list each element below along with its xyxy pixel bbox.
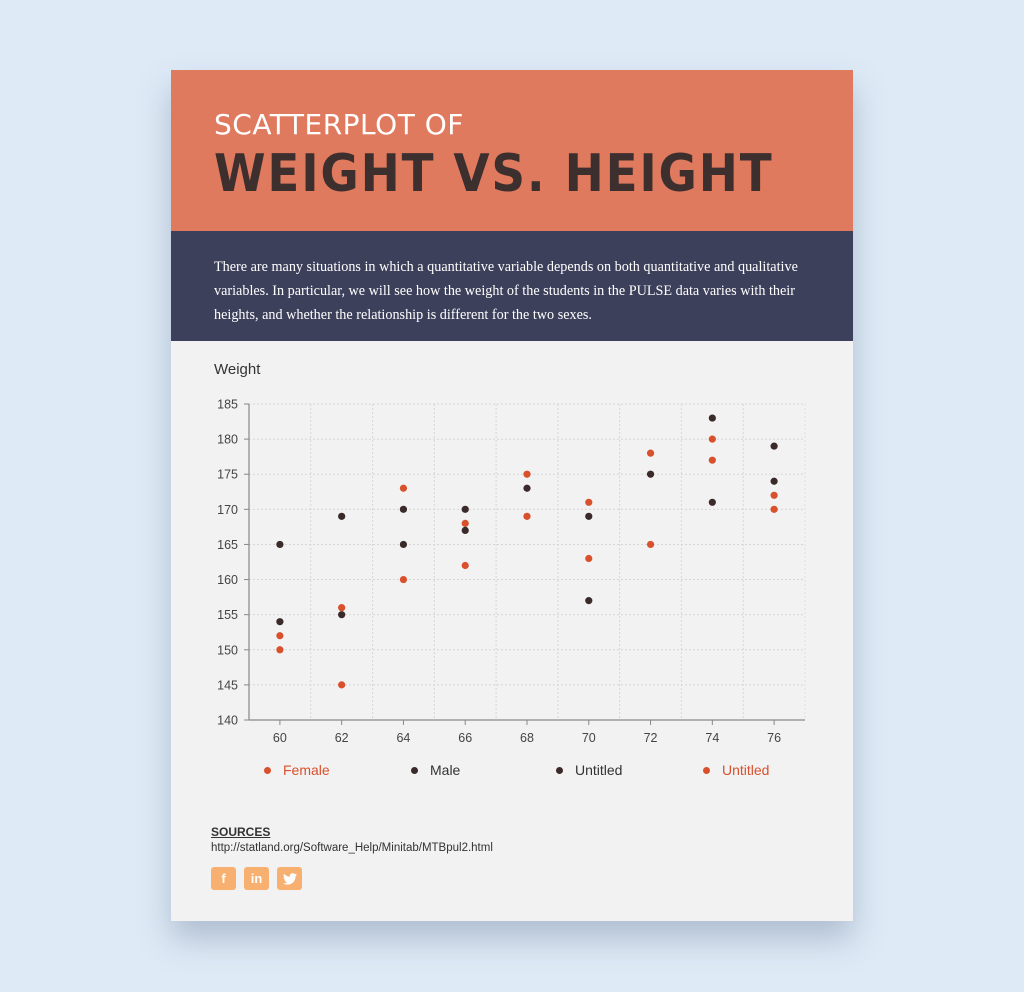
- legend-label: Untitled: [722, 762, 770, 778]
- sources-block: SOURCES http://statland.org/Software_Hel…: [211, 825, 493, 854]
- data-point-male[interactable]: [585, 512, 593, 520]
- legend-item[interactable]: Untitled: [703, 762, 769, 778]
- data-point-female[interactable]: [461, 519, 469, 527]
- sources-title: SOURCES: [211, 825, 271, 839]
- data-point-male[interactable]: [461, 526, 469, 534]
- legend-label: Untitled: [575, 762, 623, 778]
- legend-item[interactable]: Male: [411, 762, 460, 778]
- data-point-male[interactable]: [770, 477, 778, 485]
- infographic-card: SCATTERPLOT OF WEIGHT VS. HEIGHT There a…: [171, 70, 853, 921]
- data-point-male[interactable]: [399, 505, 408, 513]
- data-point-female[interactable]: [770, 491, 778, 499]
- page-subtitle: SCATTERPLOT OF: [214, 108, 464, 141]
- data-point-female[interactable]: [399, 484, 408, 492]
- data-point-male[interactable]: [276, 540, 284, 549]
- legend-marker-icon: [411, 766, 418, 774]
- data-point-female[interactable]: [523, 470, 531, 478]
- data-point-male[interactable]: [338, 611, 346, 619]
- x-tick-label: 76: [767, 731, 781, 745]
- page-title: WEIGHT VS. HEIGHT: [214, 144, 774, 204]
- description-panel: There are many situations in which a qua…: [171, 231, 853, 341]
- data-point-male[interactable]: [276, 618, 284, 626]
- data-point-female[interactable]: [276, 646, 284, 654]
- data-point-male[interactable]: [523, 484, 531, 492]
- y-tick-label: 150: [217, 643, 238, 657]
- legend-label: Male: [430, 762, 461, 778]
- data-point-male[interactable]: [708, 498, 716, 506]
- data-point-female[interactable]: [708, 456, 716, 464]
- header-banner: SCATTERPLOT OF WEIGHT VS. HEIGHT: [171, 70, 853, 231]
- x-tick-label: 64: [396, 731, 410, 745]
- data-point-male[interactable]: [585, 597, 593, 605]
- data-point-female[interactable]: [523, 512, 531, 520]
- facebook-icon[interactable]: f: [211, 867, 236, 890]
- y-axis-label: Weight: [214, 361, 261, 378]
- linkedin-icon[interactable]: in: [244, 867, 269, 890]
- legend-item[interactable]: Untitled: [556, 762, 622, 778]
- x-tick-label: 74: [705, 731, 719, 745]
- legend-item[interactable]: Female: [264, 762, 330, 778]
- legend-marker-icon: [556, 766, 563, 774]
- data-point-female[interactable]: [276, 632, 284, 640]
- data-point-female[interactable]: [646, 540, 655, 549]
- social-icons: f in: [211, 867, 302, 890]
- legend-marker-icon: [703, 766, 710, 774]
- chart-legend: Female Male Untitled Untitled: [171, 762, 853, 782]
- plot-area: 140 145 150 155 160 165 170 175 180 185 60 62 64 66 68…: [217, 398, 806, 745]
- description-text: There are many situations in which a qua…: [214, 259, 798, 323]
- y-tick-label: 145: [217, 678, 238, 692]
- y-tick-label: 155: [217, 608, 238, 622]
- y-tick-label: 170: [217, 503, 238, 517]
- data-point-female[interactable]: [399, 575, 408, 584]
- x-tick-label: 68: [520, 731, 534, 745]
- data-point-male[interactable]: [338, 512, 346, 520]
- y-tick-label: 140: [217, 714, 238, 728]
- x-tick-label: 62: [335, 731, 349, 745]
- legend-label: Female: [283, 762, 330, 778]
- twitter-icon[interactable]: [277, 867, 302, 890]
- y-tick-label: 180: [217, 433, 238, 447]
- data-point-male[interactable]: [646, 470, 655, 478]
- x-tick-label: 60: [273, 731, 287, 745]
- data-point-female[interactable]: [585, 498, 593, 506]
- scatter-chart: Weight 140 145 150 155 160 165 170 175 180 185 60 6…: [171, 341, 853, 821]
- source-link[interactable]: http://statland.org/Software_Help/Minita…: [211, 842, 493, 854]
- x-tick-label: 72: [644, 731, 658, 745]
- legend-marker-icon: [264, 766, 271, 774]
- data-point-female[interactable]: [585, 554, 593, 563]
- x-tick-label: 70: [582, 731, 596, 745]
- data-point-female[interactable]: [646, 449, 655, 457]
- x-tick-label: 66: [458, 731, 472, 745]
- data-point-male[interactable]: [770, 442, 778, 450]
- data-point-female[interactable]: [708, 435, 716, 443]
- data-point-female[interactable]: [338, 681, 346, 689]
- y-tick-label: 160: [217, 573, 238, 587]
- data-point-female[interactable]: [461, 561, 469, 570]
- data-point-male[interactable]: [708, 414, 716, 422]
- data-point-female[interactable]: [338, 604, 346, 612]
- data-point-male[interactable]: [461, 505, 469, 513]
- data-point-male[interactable]: [399, 540, 408, 549]
- y-tick-label: 165: [217, 538, 238, 552]
- data-point-female[interactable]: [770, 505, 778, 513]
- y-tick-label: 185: [217, 398, 238, 412]
- y-tick-label: 175: [217, 468, 238, 482]
